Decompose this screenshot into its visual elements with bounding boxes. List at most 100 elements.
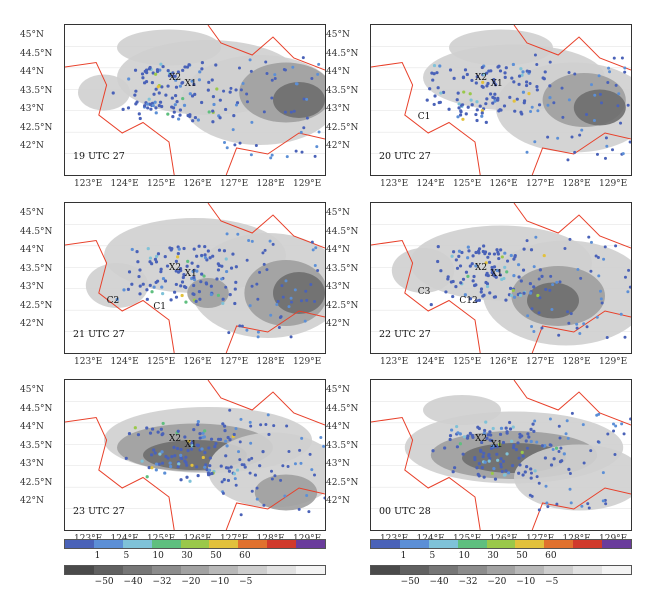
lightning-dot xyxy=(599,297,603,301)
lightning-dot xyxy=(441,90,446,94)
lightning-dot xyxy=(245,328,249,332)
lightning-dot xyxy=(186,259,190,263)
lightning-dot xyxy=(487,69,491,73)
lat-label: 44°N xyxy=(326,422,350,432)
lightning-dot xyxy=(475,118,479,123)
lightning-dot xyxy=(275,303,279,307)
lightning-dot xyxy=(487,252,492,256)
lightning-dot xyxy=(485,97,489,101)
lightning-dot xyxy=(501,459,505,463)
colorbar-tick: 60 xyxy=(545,551,557,561)
colorbar-swatch xyxy=(122,566,152,574)
lightning-dot xyxy=(482,244,486,248)
lightning-dot xyxy=(593,93,597,97)
lightning-dot xyxy=(273,73,277,77)
lightning-dot xyxy=(189,447,194,451)
lightning-dot xyxy=(570,411,574,415)
lat-label: 43.5°N xyxy=(326,85,359,96)
lightning-dot xyxy=(455,98,459,102)
cloud-shading xyxy=(514,444,631,511)
lightning-dot xyxy=(172,110,176,114)
lat-label: 42°N xyxy=(20,496,44,506)
lightning-dot xyxy=(220,264,224,268)
lightning-dot xyxy=(203,244,207,249)
lightning-dot xyxy=(148,431,153,435)
lightning-dot xyxy=(533,419,537,423)
province-border xyxy=(531,132,631,175)
lightning-dot xyxy=(157,103,161,108)
lightning-dot xyxy=(170,455,174,459)
province-border xyxy=(371,239,481,353)
lightning-dot xyxy=(428,87,432,91)
lat-label: 43.5°N xyxy=(20,263,53,274)
province-border xyxy=(207,25,325,71)
lightning-dot xyxy=(170,105,174,109)
lightning-dot xyxy=(249,69,253,73)
lat-label: 42°N xyxy=(20,141,44,151)
lightning-dot xyxy=(603,156,607,160)
lightning-dot xyxy=(255,497,259,501)
lightning-dot xyxy=(483,428,487,433)
cloud-shading xyxy=(423,395,501,425)
lightning-dot xyxy=(485,71,489,75)
lightning-dot xyxy=(250,456,254,460)
lightning-dot xyxy=(503,251,507,255)
lat-label: 43.5°N xyxy=(326,263,359,274)
lightning-dot xyxy=(505,270,509,274)
lightning-dot xyxy=(289,110,293,114)
lightning-dot xyxy=(550,308,554,312)
lightning-dot xyxy=(534,235,538,239)
lightning-dot xyxy=(468,264,472,268)
lightning-dot xyxy=(145,288,149,292)
lightning-dot xyxy=(520,73,524,77)
temperature-colorbar-left xyxy=(64,565,326,575)
lightning-dot xyxy=(126,106,131,110)
lightning-dot xyxy=(536,293,540,298)
lat-label: 42.5°N xyxy=(326,300,359,311)
lightning-dot xyxy=(223,429,227,433)
lightning-dot xyxy=(235,468,240,472)
lightning-dot xyxy=(551,283,555,287)
lon-label: 125°E xyxy=(147,357,176,367)
lightning-dot xyxy=(499,426,504,430)
lightning-dot xyxy=(154,106,158,110)
lightning-dot xyxy=(167,74,172,78)
lightning-dot xyxy=(310,76,314,80)
lightning-dot xyxy=(200,61,205,65)
lightning-dot xyxy=(212,102,216,107)
lightning-dot xyxy=(474,112,478,117)
lightning-dot xyxy=(521,454,525,458)
lightning-dot xyxy=(520,450,524,454)
lightning-dot xyxy=(159,427,163,431)
map-panel-6: 45°N 44.5°N 44°N 43.5°N 43°N 42.5°N 42°N 123°E 1… xyxy=(326,379,636,551)
lightning-dot xyxy=(505,259,510,263)
lightning-dot xyxy=(239,513,243,517)
lightning-dot xyxy=(525,446,529,450)
lightning-dot xyxy=(528,281,532,286)
colorbar-swatch xyxy=(457,566,487,574)
colorbar-tick: 50 xyxy=(516,551,528,561)
lightning-dot xyxy=(472,274,476,279)
lightning-dot xyxy=(538,296,542,300)
colorbar-swatch xyxy=(371,540,400,548)
lightning-dot xyxy=(457,249,462,253)
lat-label: 43°N xyxy=(20,459,44,469)
lat-label: 45°N xyxy=(20,30,44,40)
lightning-dot xyxy=(517,456,521,460)
lightning-dot xyxy=(196,474,200,478)
lightning-dot xyxy=(551,447,555,451)
lightning-dot xyxy=(517,471,521,475)
lightning-dot xyxy=(560,86,564,90)
lightning-dot xyxy=(180,456,184,461)
lightning-dot xyxy=(569,501,573,505)
lightning-dot xyxy=(154,87,158,91)
lightning-dot xyxy=(227,331,231,335)
lightning-dot xyxy=(222,89,226,93)
lightning-dot xyxy=(482,72,486,76)
cloud-shading xyxy=(273,82,325,118)
lightning-dot xyxy=(516,441,520,445)
colorbar-tick: 10 xyxy=(458,551,470,561)
lightning-dot xyxy=(182,246,186,251)
lightning-dot xyxy=(619,312,623,316)
lightning-dot xyxy=(127,431,132,436)
